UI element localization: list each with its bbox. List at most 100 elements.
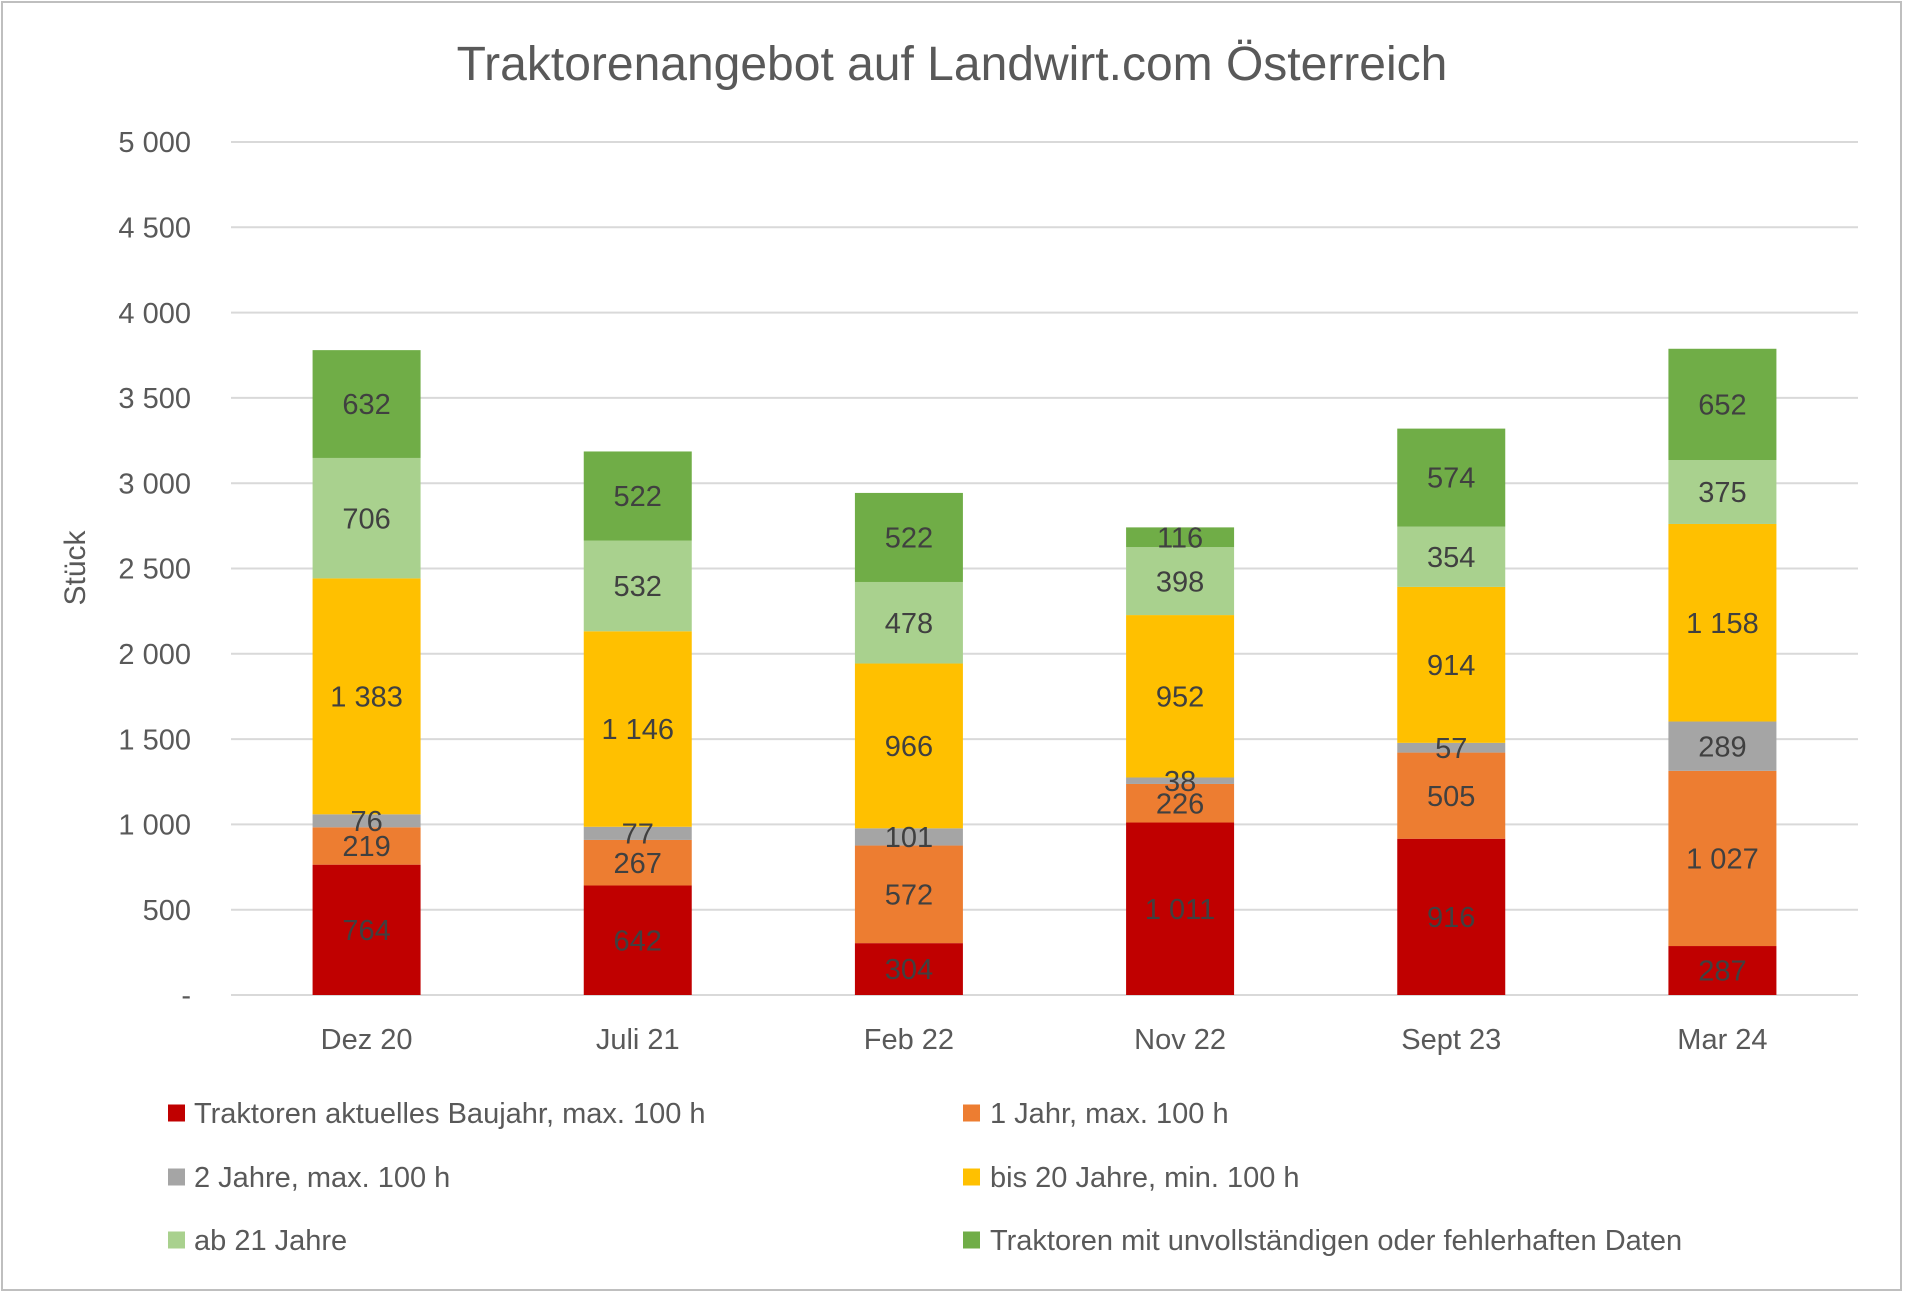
data-label: 101 (885, 822, 933, 854)
bar-segment (854, 828, 963, 846)
bar-segment (583, 631, 692, 827)
legend-swatch (168, 1104, 185, 1122)
legend-swatch (963, 1168, 980, 1186)
data-label: 505 (1427, 781, 1475, 813)
data-label: 1 383 (330, 682, 403, 714)
bar-segment (854, 581, 963, 664)
bar-segment (1397, 742, 1506, 753)
y-tick-label: 500 (143, 895, 191, 927)
data-label: 57 (1435, 733, 1467, 765)
bar-segment (1397, 752, 1506, 839)
x-tick-label: Juli 21 (596, 1024, 680, 1056)
y-tick-label: 3 000 (118, 468, 191, 500)
legend-swatch (168, 1231, 185, 1249)
data-label: 642 (614, 925, 662, 957)
y-tick-label: 5 000 (118, 127, 191, 159)
data-label: 916 (1427, 902, 1475, 934)
bar-segment (1126, 777, 1235, 784)
legend-item: Traktoren aktuelles Baujahr, max. 100 h (168, 1098, 706, 1130)
data-label: 116 (1157, 522, 1203, 554)
bar-segment (312, 827, 421, 865)
bar-segment (1397, 526, 1506, 587)
legend-swatch (963, 1104, 980, 1122)
x-axis-ticks: Dez 20 Juli 21 Feb 22 Nov 22 Sept 23 Mar 24 (321, 1024, 1768, 1056)
data-label: 287 (1698, 956, 1746, 988)
data-label: 375 (1698, 477, 1746, 509)
bar-segment (312, 864, 421, 995)
y-tick-label: - (181, 980, 191, 1012)
bar-segment (1126, 822, 1235, 995)
bar-segment (583, 885, 692, 995)
data-label: 304 (885, 954, 933, 986)
data-label: 478 (885, 608, 933, 640)
x-tick-label: Feb 22 (864, 1024, 954, 1056)
bar-segment (1668, 459, 1777, 524)
bar-segment (1668, 523, 1777, 722)
bar-segment (1126, 547, 1235, 616)
legend-item: bis 20 Jahre, min. 100 h (963, 1162, 1300, 1194)
y-tick-label: 1 500 (118, 724, 191, 756)
legend-item: 1 Jahr, max. 100 h (963, 1098, 1229, 1130)
bar-segment (1397, 838, 1506, 995)
chart-title: Traktorenangebot auf Landwirt.com Österr… (457, 38, 1448, 91)
data-label: 632 (342, 389, 390, 421)
data-label: 764 (342, 915, 390, 947)
bar-segment (854, 943, 963, 995)
y-tick-label: 4 500 (118, 212, 191, 244)
data-label: 1 146 (601, 714, 674, 746)
legend: Traktoren aktuelles Baujahr, max. 100 h 1… (168, 1098, 1682, 1257)
legend-item: ab 21 Jahre (168, 1225, 347, 1257)
data-label: 574 (1427, 463, 1475, 495)
data-label: 652 (1698, 390, 1746, 422)
legend-label: Traktoren aktuelles Baujahr, max. 100 h (194, 1098, 706, 1130)
x-tick-label: Dez 20 (321, 1024, 413, 1056)
legend-label: 1 Jahr, max. 100 h (990, 1098, 1229, 1130)
legend-swatch (168, 1168, 185, 1186)
bar-segment (583, 839, 692, 886)
bar-segment (854, 492, 963, 582)
legend-label: ab 21 Jahre (194, 1225, 347, 1257)
data-label: 706 (342, 503, 390, 535)
data-label: 38 (1164, 766, 1196, 798)
bar-segment (1126, 615, 1235, 778)
bar-segment (1126, 527, 1235, 548)
data-label: 289 (1698, 731, 1746, 763)
data-label: 398 (1156, 566, 1204, 598)
data-label: 219 (342, 831, 390, 863)
bars (312, 348, 1777, 995)
data-label: 952 (1156, 681, 1204, 713)
bar-segment (854, 663, 963, 829)
x-tick-label: Sept 23 (1401, 1024, 1501, 1056)
data-label: 1 158 (1686, 608, 1759, 640)
data-label: 522 (614, 481, 662, 513)
data-label: 76 (350, 806, 382, 838)
y-tick-label: 2 500 (118, 554, 191, 586)
bar-segment (1397, 586, 1506, 743)
y-axis-title: Stück (59, 529, 92, 605)
bar-segment (583, 451, 692, 541)
legend-item: 2 Jahre, max. 100 h (168, 1162, 450, 1194)
bar-segment (1126, 783, 1235, 823)
y-tick-label: 4 000 (118, 298, 191, 330)
data-label: 354 (1427, 542, 1475, 574)
y-axis-ticks: - 500 1 000 1 500 2 000 2 500 3 000 3 500 4 000 4… (118, 127, 191, 1012)
bar-segment (1668, 770, 1777, 947)
legend-swatch (963, 1231, 980, 1249)
bar-segment (312, 457, 421, 579)
data-label: 914 (1427, 650, 1475, 682)
gridlines (231, 141, 1858, 996)
legend-label: Traktoren mit unvollständigen oder fehle… (990, 1225, 1682, 1257)
bar-segment (312, 814, 421, 828)
data-label: 572 (885, 879, 933, 911)
bar-segment (583, 826, 692, 840)
bar-segment (1668, 348, 1777, 460)
data-label: 226 (1156, 788, 1204, 820)
bar-segment (312, 578, 421, 815)
legend-label: 2 Jahre, max. 100 h (194, 1162, 450, 1194)
y-tick-label: 1 000 (118, 810, 191, 842)
x-tick-label: Mar 24 (1677, 1024, 1767, 1056)
legend-label: bis 20 Jahre, min. 100 h (990, 1162, 1300, 1194)
y-tick-label: 2 000 (118, 639, 191, 671)
